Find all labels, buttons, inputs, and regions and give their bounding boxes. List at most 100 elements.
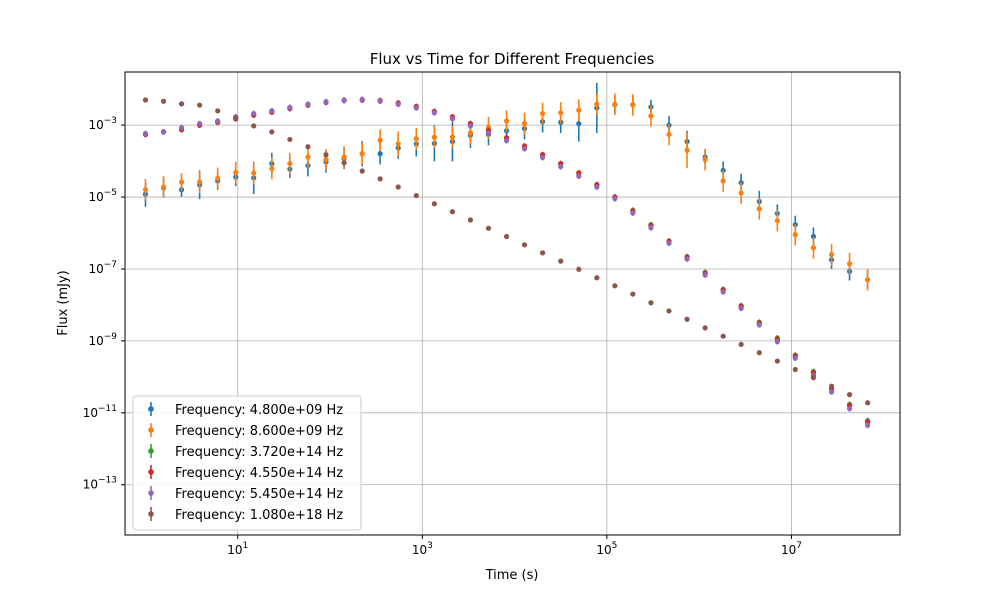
data-point — [594, 101, 600, 107]
data-point — [539, 154, 546, 161]
legend-marker — [148, 448, 154, 454]
data-point — [521, 146, 528, 152]
legend-marker — [148, 511, 154, 517]
data-point — [846, 261, 853, 267]
data-point — [702, 325, 708, 331]
legend-marker — [148, 406, 154, 412]
data-point — [828, 252, 835, 258]
y-tick-label: 10−3 — [88, 116, 117, 132]
data-point — [431, 110, 437, 116]
data-point — [341, 97, 347, 103]
data-point — [865, 422, 871, 428]
data-point — [612, 101, 618, 107]
data-point — [756, 206, 762, 212]
data-point — [539, 110, 546, 117]
data-point — [251, 110, 257, 117]
data-point — [576, 266, 582, 272]
data-point — [178, 101, 185, 107]
data-point — [738, 190, 744, 196]
data-point — [377, 98, 383, 104]
data-point — [287, 136, 293, 143]
legend-label: Frequency: 3.720e+14 Hz — [175, 445, 343, 460]
data-point — [774, 339, 780, 345]
series-5 — [142, 97, 871, 406]
data-point — [539, 250, 546, 256]
data-point — [377, 137, 383, 143]
data-point — [503, 138, 510, 144]
y-axis-label: Flux (mJy) — [56, 270, 71, 336]
data-point — [251, 123, 257, 129]
data-point — [449, 116, 456, 122]
data-point — [142, 97, 149, 103]
data-point — [305, 101, 311, 107]
data-point — [323, 152, 329, 158]
chart-title: Flux vs Time for Different Frequencies — [370, 50, 655, 68]
data-point — [287, 161, 293, 167]
data-point — [576, 173, 582, 179]
data-point — [503, 118, 510, 124]
data-point — [197, 102, 203, 108]
data-point — [865, 277, 871, 283]
data-point — [684, 256, 690, 262]
data-point — [467, 123, 474, 129]
data-point — [269, 165, 275, 172]
data-point — [648, 300, 654, 306]
data-point — [197, 121, 203, 127]
legend-label: Frequency: 8.600e+09 Hz — [175, 424, 343, 439]
data-point — [594, 275, 600, 281]
data-point — [576, 107, 582, 113]
data-point — [648, 225, 654, 231]
x-tick-label: 101 — [227, 541, 248, 557]
data-point — [774, 358, 780, 364]
data-point — [467, 217, 474, 223]
series-1 — [142, 93, 871, 291]
data-point — [666, 308, 672, 314]
data-point — [413, 136, 419, 142]
legend: Frequency: 4.800e+09 Hz Frequency: 8.600e… — [132, 395, 362, 531]
data-point — [792, 355, 798, 361]
legend-box — [132, 395, 362, 531]
data-point — [215, 108, 221, 114]
data-point — [323, 99, 329, 105]
data-point — [756, 322, 762, 328]
data-point — [612, 283, 618, 289]
data-point — [467, 130, 474, 136]
data-point — [828, 389, 835, 395]
data-point — [630, 291, 636, 297]
data-point — [413, 192, 419, 199]
legend-marker — [148, 427, 154, 433]
data-point — [160, 129, 167, 135]
data-point — [377, 151, 383, 157]
legend-label: Frequency: 4.800e+09 Hz — [175, 403, 343, 418]
data-point — [720, 333, 726, 339]
data-point — [612, 196, 618, 202]
y-tick-label: 10−7 — [88, 260, 117, 276]
y-tick-label: 10−5 — [88, 188, 117, 204]
data-point — [684, 147, 690, 153]
data-point — [558, 164, 564, 170]
data-point — [287, 104, 293, 111]
data-point — [558, 110, 564, 116]
data-point — [810, 245, 817, 251]
data-marks — [142, 82, 871, 429]
data-point — [792, 366, 798, 373]
data-point — [431, 134, 437, 140]
data-point — [846, 392, 853, 398]
data-point — [359, 168, 365, 174]
data-point — [178, 125, 185, 131]
data-point — [269, 108, 275, 114]
legend-marker — [148, 469, 154, 475]
data-point — [395, 141, 401, 147]
data-point — [215, 175, 221, 181]
data-point — [810, 233, 817, 240]
data-point — [449, 209, 456, 215]
data-point — [594, 184, 600, 190]
series-4 — [142, 96, 871, 429]
data-point — [377, 176, 383, 182]
data-point — [178, 179, 185, 185]
data-point — [305, 154, 311, 160]
data-point — [756, 350, 762, 356]
legend-label: Frequency: 4.550e+14 Hz — [175, 466, 343, 481]
axis-ticks: 101 103 105 107 10−3 10−5 10−7 10−9 10−11 10−13 — [83, 116, 802, 557]
